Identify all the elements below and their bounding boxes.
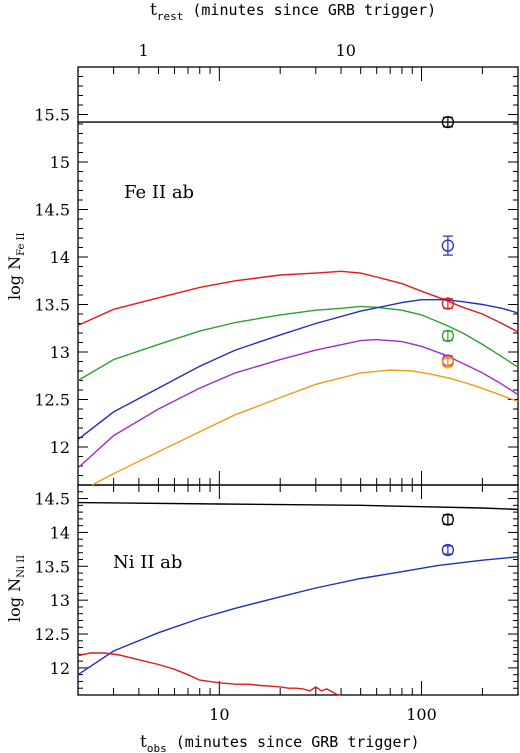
top-panel-frame xyxy=(77,66,519,486)
y-tick-label: 13.5 xyxy=(34,557,70,576)
ni-ii-annotation: Ni II ab xyxy=(113,552,182,573)
top-panel-ticks: 12 12.5 13 13.5 14 14.5 15 15.5 1 10 xyxy=(34,41,519,486)
y-tick-label: 13 xyxy=(50,591,70,610)
data-point-1 xyxy=(441,543,455,557)
series-line-5 xyxy=(91,369,519,486)
y-tick-label: 12.5 xyxy=(34,625,70,644)
y-tick-label: 14 xyxy=(50,523,70,542)
x-tick-label: 10 xyxy=(209,705,229,724)
fe-ii-annotation: Fe II ab xyxy=(124,182,194,203)
x-tick-label: 100 xyxy=(406,705,437,724)
bottom-panel-frame xyxy=(77,484,519,696)
y-tick-label: 15.5 xyxy=(34,106,70,125)
data-point-3 xyxy=(441,329,455,343)
top-panel-series xyxy=(77,121,519,486)
series-line-2 xyxy=(77,652,342,696)
y-tick-label: 14.5 xyxy=(34,201,70,220)
data-point-2 xyxy=(441,297,455,310)
series-line-0 xyxy=(77,501,519,511)
top-panel-points xyxy=(441,115,455,369)
y-tick-label: 12.5 xyxy=(34,391,70,410)
y-tick-label: 15 xyxy=(50,153,70,172)
top-axis-tick-label: 1 xyxy=(138,41,148,60)
y-tick-label: 13 xyxy=(50,343,70,362)
bottom-panel-points xyxy=(441,513,455,557)
y-tick-label: 13.5 xyxy=(34,296,70,315)
y-tick-label: 14 xyxy=(50,248,70,267)
data-point-0 xyxy=(441,115,455,129)
top-axis-tick-label: 10 xyxy=(336,41,356,60)
series-line-1 xyxy=(77,556,519,676)
data-point-5 xyxy=(441,356,455,369)
bottom-y-axis-label: log NNi II xyxy=(5,555,27,622)
series-line-2 xyxy=(77,305,519,382)
bottom-panel-series xyxy=(77,501,519,696)
y-tick-label: 12 xyxy=(50,438,70,457)
series-line-3 xyxy=(77,299,519,440)
y-tick-label: 14.5 xyxy=(34,490,70,509)
x-axis-title: tobs (minutes since GRB trigger) xyxy=(140,732,420,753)
y-tick-label: 12 xyxy=(50,659,70,678)
top-axis-title: trest (minutes since GRB trigger) xyxy=(150,0,436,23)
series-line-4 xyxy=(77,338,519,469)
top-y-axis-label: log NFe II xyxy=(5,232,27,300)
data-point-0 xyxy=(441,513,455,526)
data-point-1 xyxy=(441,235,455,256)
bottom-panel-ticks: 12 12.5 13 13.5 14 14.5 10 100 xyxy=(34,484,519,724)
series-line-1 xyxy=(77,270,519,333)
